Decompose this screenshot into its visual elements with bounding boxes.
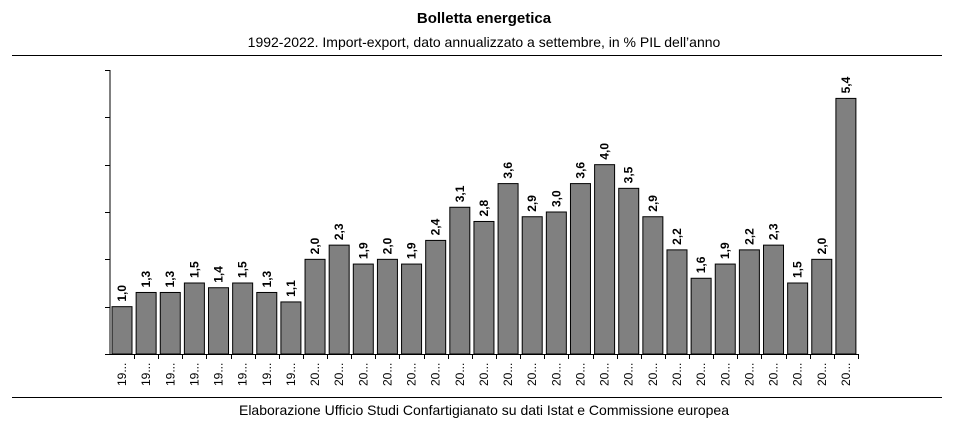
bar xyxy=(690,277,712,355)
data-label: 1,5 xyxy=(791,261,805,278)
x-tick-label: 19... xyxy=(187,363,201,386)
data-label: 2,3 xyxy=(332,223,346,240)
bar xyxy=(401,263,423,355)
data-label: 5,4 xyxy=(839,76,853,93)
x-tick-label: 19... xyxy=(212,363,226,386)
data-label: 1,3 xyxy=(163,270,177,287)
bar xyxy=(256,291,278,355)
data-label: 1,9 xyxy=(405,242,419,259)
data-label: 2,2 xyxy=(670,228,684,245)
bar xyxy=(183,282,205,355)
x-tick-label: 20... xyxy=(622,363,636,386)
bar xyxy=(449,206,471,355)
bar xyxy=(304,258,326,355)
x-tick-label: 19... xyxy=(284,363,298,386)
data-label: 1,5 xyxy=(187,261,201,278)
x-tick-label: 20... xyxy=(767,363,781,386)
bar xyxy=(473,220,495,355)
bar xyxy=(738,249,760,355)
x-tick-label: 20... xyxy=(405,363,419,386)
data-label: 2,9 xyxy=(525,195,539,212)
data-label: 2,3 xyxy=(767,223,781,240)
bar xyxy=(714,263,736,355)
data-label: 2,4 xyxy=(429,218,443,235)
x-tick-label: 20... xyxy=(742,363,756,386)
bar xyxy=(135,291,157,355)
data-label: 1,1 xyxy=(284,280,298,297)
x-tick-label: 20... xyxy=(839,363,853,386)
x-tick-label: 20... xyxy=(573,363,587,386)
bar xyxy=(159,291,181,355)
bar xyxy=(787,282,809,355)
data-label: 1,3 xyxy=(260,270,274,287)
x-tick-label: 20... xyxy=(477,363,491,386)
x-tick-label: 20... xyxy=(718,363,732,386)
bar xyxy=(497,183,519,355)
x-tick-label: 20... xyxy=(525,363,539,386)
bottom-divider xyxy=(12,397,942,398)
x-tick-label: 19... xyxy=(260,363,274,386)
x-tick-label: 20... xyxy=(791,363,805,386)
data-label: 2,0 xyxy=(380,237,394,254)
data-label: 2,8 xyxy=(477,199,491,216)
data-label: 1,0 xyxy=(115,285,129,302)
bar xyxy=(545,211,567,355)
data-label: 1,9 xyxy=(356,242,370,259)
data-label: 1,3 xyxy=(139,270,153,287)
bar xyxy=(111,306,133,355)
bar xyxy=(328,244,350,355)
x-tick-label: 19... xyxy=(115,363,129,386)
data-label: 3,1 xyxy=(453,185,467,202)
x-tick-label: 20... xyxy=(453,363,467,386)
x-tick-label: 20... xyxy=(598,363,612,386)
x-tick-label: 20... xyxy=(646,363,660,386)
bar xyxy=(208,287,230,355)
data-label: 3,6 xyxy=(501,162,515,179)
x-tick-label: 20... xyxy=(549,363,563,386)
data-label: 2,2 xyxy=(742,228,756,245)
data-label: 2,9 xyxy=(646,195,660,212)
data-label: 3,5 xyxy=(622,166,636,183)
bar-chart: 1,0 19... 1,3 19... 1,3 19... 1,5 19... 1,4 19...… xyxy=(105,70,859,386)
data-label: 1,5 xyxy=(236,261,250,278)
chart-title: Bolletta energetica xyxy=(416,10,552,27)
data-label: 3,6 xyxy=(573,162,587,179)
chart-subtitle: 1992-2022. Import-export, dato annualizz… xyxy=(247,34,721,50)
x-tick-label: 19... xyxy=(139,363,153,386)
x-tick-label: 20... xyxy=(815,363,829,386)
bar xyxy=(569,183,591,355)
data-label: 4,0 xyxy=(598,143,612,160)
bar xyxy=(232,282,254,355)
x-tick-label: 20... xyxy=(670,363,684,386)
bar xyxy=(835,97,857,355)
top-divider xyxy=(12,55,942,56)
x-tick-label: 20... xyxy=(308,363,322,386)
x-tick-label: 20... xyxy=(380,363,394,386)
x-tick-label: 20... xyxy=(332,363,346,386)
bar xyxy=(763,244,785,355)
bar xyxy=(352,263,374,355)
bar xyxy=(376,258,398,355)
x-tick-label: 20... xyxy=(694,363,708,386)
bar xyxy=(425,239,447,355)
chart-source: Elaborazione Ufficio Studi Confartigiana… xyxy=(238,402,729,418)
bar xyxy=(618,187,640,355)
data-label: 1,6 xyxy=(694,256,708,273)
x-tick-label: 19... xyxy=(163,363,177,386)
bar xyxy=(280,301,302,355)
bar xyxy=(594,164,616,355)
data-label: 2,0 xyxy=(815,237,829,254)
bar xyxy=(521,216,543,355)
data-label: 1,4 xyxy=(212,266,226,283)
data-label: 1,9 xyxy=(718,242,732,259)
x-tick-label: 20... xyxy=(501,363,515,386)
data-label: 2,0 xyxy=(308,237,322,254)
bar xyxy=(666,249,688,355)
data-label: 3,0 xyxy=(549,190,563,207)
bar xyxy=(642,216,664,355)
x-tick-label: 20... xyxy=(429,363,443,386)
x-tick-label: 19... xyxy=(236,363,250,386)
bar xyxy=(811,258,833,355)
x-tick-label: 20... xyxy=(356,363,370,386)
